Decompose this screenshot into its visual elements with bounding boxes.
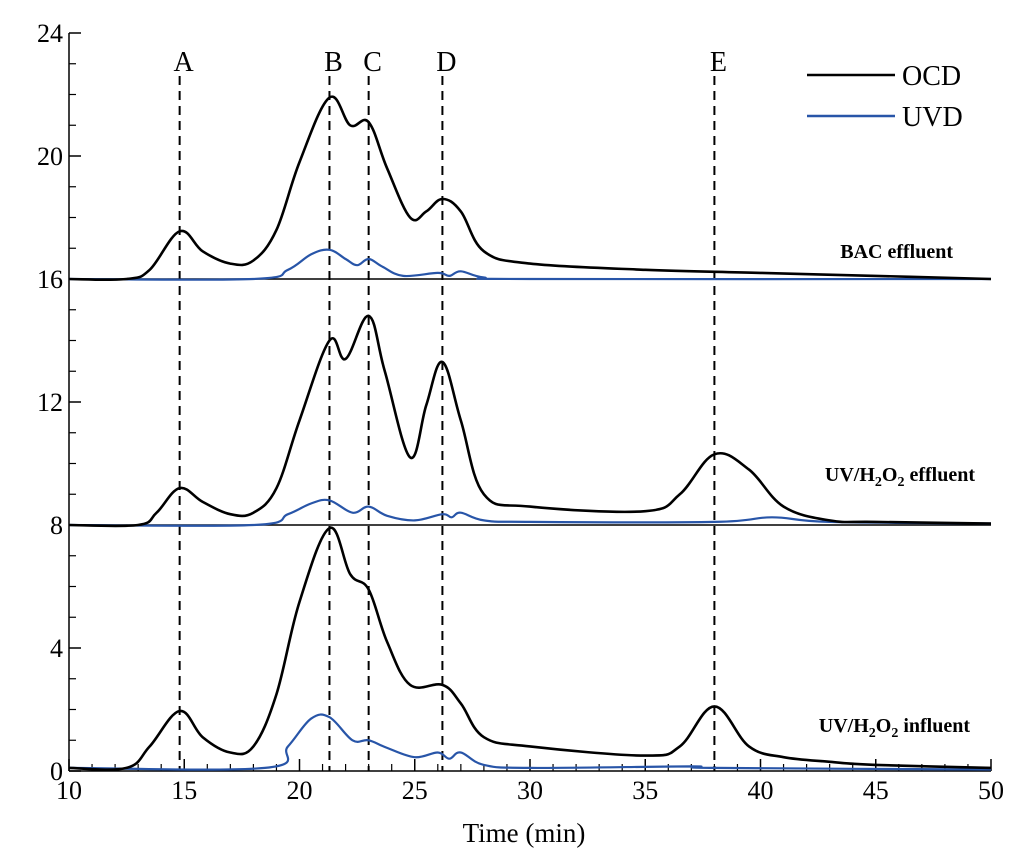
panel-label-inf-mid: O [876,715,892,737]
x-tick-label: 50 [978,776,1004,805]
panel-label-eff-post: effluent [904,464,975,486]
series-uvd-bac-effluent [68,248,992,281]
legend: OCD UVD [807,61,963,133]
panel-dividers [69,278,991,526]
legend-label-uvd: UVD [902,102,963,133]
panel-label-uv-h2o2-influent: UV/H2O2 influent [819,715,971,741]
plot-frame [68,33,991,772]
series-ocd-uv-h2o2-effluent [68,314,992,528]
x-tick-label: 25 [402,776,428,805]
series-uvd-uv-h2o2-effluent [68,498,992,527]
x-axis: 10 15 20 25 30 35 40 45 50 [56,759,1004,805]
peak-marker-label-a: A [174,47,195,78]
y-tick-label: 24 [37,19,63,48]
series-ocd-bac-effluent [68,95,992,282]
panel-label-bac-effluent: BAC effluent [840,241,953,263]
peak-marker-label-c: C [363,47,382,78]
y-tick-label: 0 [50,757,63,786]
series-uvd-uv-h2o2-influent [68,713,992,771]
peak-marker-label-b: B [324,47,343,78]
peak-marker-label-e: E [710,47,727,78]
panel-label-inf-pre: UV/H [819,715,869,737]
y-tick-label: 4 [50,634,63,663]
panel-label-inf-post: influent [898,715,970,737]
series-lines [68,95,992,771]
panel-label-eff-mid: O [882,464,898,486]
panel-label-inf-sub1: 2 [869,726,876,741]
panel-label-eff-pre: UV/H [825,464,875,486]
y-axis: 0 4 8 12 16 20 24 [37,19,81,786]
panel-label-uv-h2o2-effluent: UV/H2O2 effluent [825,464,975,490]
x-tick-label: 40 [748,776,774,805]
panel-label-eff-sub1: 2 [875,475,882,490]
peak-marker-label-d: D [436,47,456,78]
x-tick-label: 10 [56,776,82,805]
legend-label-ocd: OCD [902,61,961,92]
series-ocd-uv-h2o2-influent [68,526,992,771]
y-tick-label: 8 [50,511,63,540]
x-tick-label: 30 [517,776,543,805]
panel-label-eff-sub2: 2 [897,475,904,490]
y-tick-label: 20 [37,142,63,171]
x-tick-label: 15 [171,776,197,805]
x-tick-label: 20 [287,776,313,805]
x-tick-label: 45 [863,776,889,805]
y-tick-label: 12 [37,388,63,417]
x-axis-title: Time (min) [463,818,586,848]
x-tick-label: 35 [632,776,658,805]
panel-label-inf-sub2: 2 [891,726,898,741]
y-tick-label: 16 [37,265,63,294]
